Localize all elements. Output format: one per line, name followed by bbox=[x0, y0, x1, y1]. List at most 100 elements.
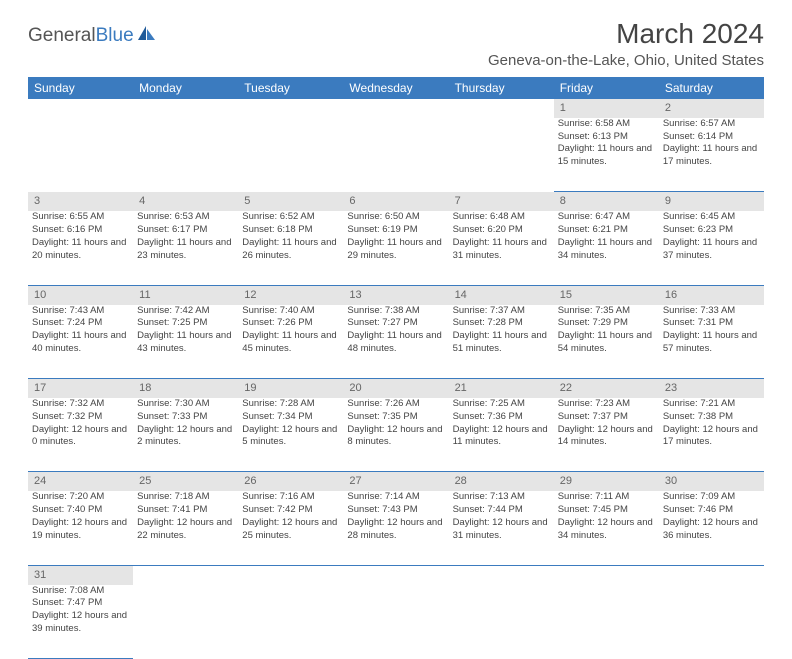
day-detail-cell: Sunrise: 7:13 AMSunset: 7:44 PMDaylight:… bbox=[449, 491, 554, 565]
daylight-line: Daylight: 11 hours and 37 minutes. bbox=[663, 237, 760, 263]
sail-icon bbox=[136, 24, 158, 47]
day-number-cell: 14 bbox=[449, 285, 554, 304]
sunset-line: Sunset: 7:41 PM bbox=[137, 504, 234, 517]
sunset-line: Sunset: 7:28 PM bbox=[453, 317, 550, 330]
daylight-line: Daylight: 11 hours and 45 minutes. bbox=[242, 330, 339, 356]
day-detail-cell bbox=[238, 585, 343, 659]
sunset-line: Sunset: 7:25 PM bbox=[137, 317, 234, 330]
sunrise-line: Sunrise: 7:28 AM bbox=[242, 398, 339, 411]
sunset-line: Sunset: 7:45 PM bbox=[558, 504, 655, 517]
day-detail-cell: Sunrise: 6:53 AMSunset: 6:17 PMDaylight:… bbox=[133, 211, 238, 285]
day-detail-cell: Sunrise: 6:58 AMSunset: 6:13 PMDaylight:… bbox=[554, 118, 659, 192]
day-detail-cell bbox=[343, 118, 448, 192]
daylight-line: Daylight: 12 hours and 39 minutes. bbox=[32, 610, 129, 636]
day-number-cell: 23 bbox=[659, 379, 764, 398]
day-number-cell: 9 bbox=[659, 192, 764, 211]
sunrise-line: Sunrise: 7:13 AM bbox=[453, 491, 550, 504]
daylight-line: Daylight: 12 hours and 28 minutes. bbox=[347, 517, 444, 543]
day-number-row: 17181920212223 bbox=[28, 379, 764, 398]
day-number-row: 12 bbox=[28, 99, 764, 118]
sunset-line: Sunset: 6:19 PM bbox=[347, 224, 444, 237]
sunset-line: Sunset: 7:24 PM bbox=[32, 317, 129, 330]
day-number-cell: 11 bbox=[133, 285, 238, 304]
daylight-line: Daylight: 12 hours and 11 minutes. bbox=[453, 424, 550, 450]
sunrise-line: Sunrise: 6:57 AM bbox=[663, 118, 760, 131]
day-number-cell: 22 bbox=[554, 379, 659, 398]
sunrise-line: Sunrise: 7:40 AM bbox=[242, 305, 339, 318]
daylight-line: Daylight: 12 hours and 34 minutes. bbox=[558, 517, 655, 543]
sunset-line: Sunset: 7:26 PM bbox=[242, 317, 339, 330]
day-detail-cell bbox=[449, 118, 554, 192]
sunrise-line: Sunrise: 7:23 AM bbox=[558, 398, 655, 411]
weekday-header: Monday bbox=[133, 77, 238, 99]
day-detail-cell: Sunrise: 7:23 AMSunset: 7:37 PMDaylight:… bbox=[554, 398, 659, 472]
sunrise-line: Sunrise: 7:42 AM bbox=[137, 305, 234, 318]
sunset-line: Sunset: 7:38 PM bbox=[663, 411, 760, 424]
day-number-cell bbox=[238, 99, 343, 118]
day-detail-cell: Sunrise: 7:37 AMSunset: 7:28 PMDaylight:… bbox=[449, 305, 554, 379]
daylight-line: Daylight: 11 hours and 43 minutes. bbox=[137, 330, 234, 356]
day-detail-cell bbox=[238, 118, 343, 192]
day-detail-cell: Sunrise: 7:08 AMSunset: 7:47 PMDaylight:… bbox=[28, 585, 133, 659]
day-number-cell: 8 bbox=[554, 192, 659, 211]
sunrise-line: Sunrise: 6:47 AM bbox=[558, 211, 655, 224]
day-number-cell: 20 bbox=[343, 379, 448, 398]
sunset-line: Sunset: 7:29 PM bbox=[558, 317, 655, 330]
day-number-cell: 3 bbox=[28, 192, 133, 211]
day-detail-cell bbox=[659, 585, 764, 659]
day-number-cell: 7 bbox=[449, 192, 554, 211]
daylight-line: Daylight: 11 hours and 29 minutes. bbox=[347, 237, 444, 263]
day-number-cell: 17 bbox=[28, 379, 133, 398]
daylight-line: Daylight: 12 hours and 36 minutes. bbox=[663, 517, 760, 543]
day-detail-cell: Sunrise: 7:20 AMSunset: 7:40 PMDaylight:… bbox=[28, 491, 133, 565]
day-number-cell bbox=[343, 99, 448, 118]
day-detail-cell: Sunrise: 6:57 AMSunset: 6:14 PMDaylight:… bbox=[659, 118, 764, 192]
day-number-cell: 15 bbox=[554, 285, 659, 304]
sunset-line: Sunset: 7:33 PM bbox=[137, 411, 234, 424]
sunrise-line: Sunrise: 7:09 AM bbox=[663, 491, 760, 504]
day-detail-cell: Sunrise: 7:18 AMSunset: 7:41 PMDaylight:… bbox=[133, 491, 238, 565]
sunrise-line: Sunrise: 7:21 AM bbox=[663, 398, 760, 411]
sunrise-line: Sunrise: 7:38 AM bbox=[347, 305, 444, 318]
daylight-line: Daylight: 11 hours and 34 minutes. bbox=[558, 237, 655, 263]
day-detail-cell bbox=[449, 585, 554, 659]
sunrise-line: Sunrise: 6:48 AM bbox=[453, 211, 550, 224]
day-number-cell bbox=[133, 565, 238, 584]
day-number-cell: 27 bbox=[343, 472, 448, 491]
day-detail-cell: Sunrise: 7:28 AMSunset: 7:34 PMDaylight:… bbox=[238, 398, 343, 472]
sunset-line: Sunset: 6:16 PM bbox=[32, 224, 129, 237]
sunset-line: Sunset: 7:35 PM bbox=[347, 411, 444, 424]
sunset-line: Sunset: 7:47 PM bbox=[32, 597, 129, 610]
daylight-line: Daylight: 12 hours and 25 minutes. bbox=[242, 517, 339, 543]
sunrise-line: Sunrise: 7:33 AM bbox=[663, 305, 760, 318]
day-detail-cell: Sunrise: 7:35 AMSunset: 7:29 PMDaylight:… bbox=[554, 305, 659, 379]
day-detail-cell bbox=[554, 585, 659, 659]
sunrise-line: Sunrise: 7:08 AM bbox=[32, 585, 129, 598]
sunrise-line: Sunrise: 7:35 AM bbox=[558, 305, 655, 318]
day-number-cell: 12 bbox=[238, 285, 343, 304]
day-detail-cell: Sunrise: 6:48 AMSunset: 6:20 PMDaylight:… bbox=[449, 211, 554, 285]
daylight-line: Daylight: 11 hours and 57 minutes. bbox=[663, 330, 760, 356]
day-detail-row: Sunrise: 6:55 AMSunset: 6:16 PMDaylight:… bbox=[28, 211, 764, 285]
daylight-line: Daylight: 11 hours and 17 minutes. bbox=[663, 143, 760, 169]
day-number-cell: 5 bbox=[238, 192, 343, 211]
daylight-line: Daylight: 11 hours and 31 minutes. bbox=[453, 237, 550, 263]
day-detail-row: Sunrise: 7:08 AMSunset: 7:47 PMDaylight:… bbox=[28, 585, 764, 659]
daylight-line: Daylight: 11 hours and 48 minutes. bbox=[347, 330, 444, 356]
day-number-row: 10111213141516 bbox=[28, 285, 764, 304]
sunrise-line: Sunrise: 7:16 AM bbox=[242, 491, 339, 504]
day-number-cell: 29 bbox=[554, 472, 659, 491]
title-block: March 2024 Geneva-on-the-Lake, Ohio, Uni… bbox=[488, 18, 764, 69]
day-detail-cell: Sunrise: 7:16 AMSunset: 7:42 PMDaylight:… bbox=[238, 491, 343, 565]
day-detail-cell: Sunrise: 6:47 AMSunset: 6:21 PMDaylight:… bbox=[554, 211, 659, 285]
day-detail-cell: Sunrise: 6:52 AMSunset: 6:18 PMDaylight:… bbox=[238, 211, 343, 285]
weekday-header: Friday bbox=[554, 77, 659, 99]
sunrise-line: Sunrise: 7:30 AM bbox=[137, 398, 234, 411]
day-detail-row: Sunrise: 7:43 AMSunset: 7:24 PMDaylight:… bbox=[28, 305, 764, 379]
weekday-header: Thursday bbox=[449, 77, 554, 99]
day-detail-row: Sunrise: 7:32 AMSunset: 7:32 PMDaylight:… bbox=[28, 398, 764, 472]
day-detail-cell: Sunrise: 7:42 AMSunset: 7:25 PMDaylight:… bbox=[133, 305, 238, 379]
day-detail-row: Sunrise: 7:20 AMSunset: 7:40 PMDaylight:… bbox=[28, 491, 764, 565]
day-number-cell: 10 bbox=[28, 285, 133, 304]
daylight-line: Daylight: 11 hours and 54 minutes. bbox=[558, 330, 655, 356]
